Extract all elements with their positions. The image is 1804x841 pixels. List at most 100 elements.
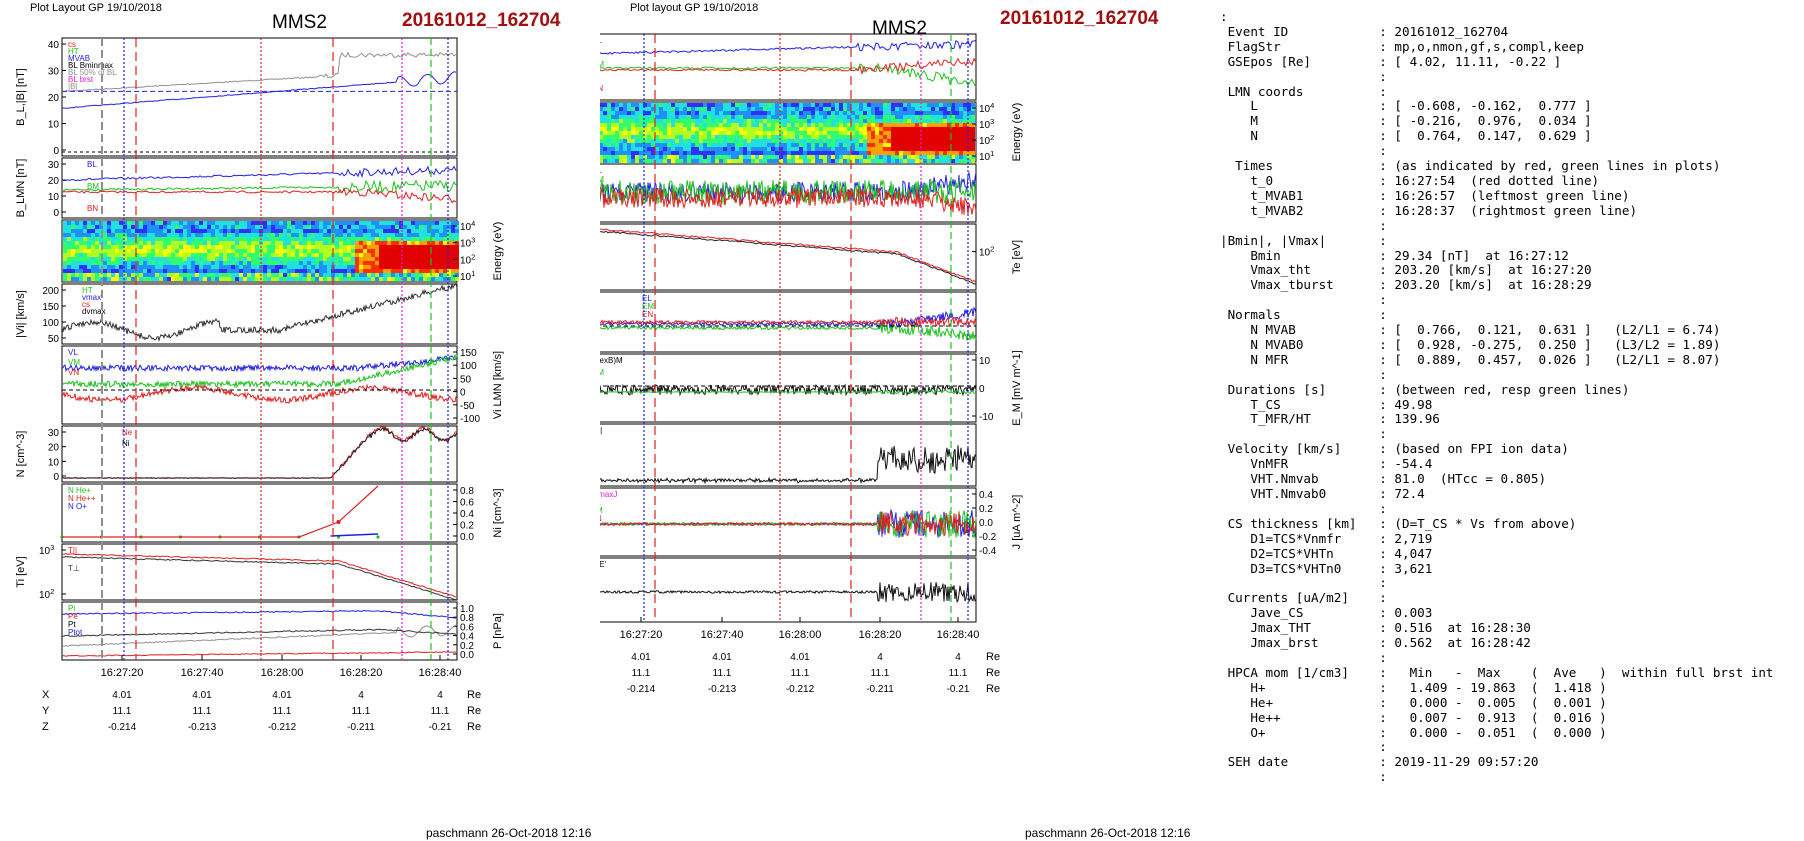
info-value: : 16:27:54 (red dotted line) xyxy=(1379,172,1600,188)
heatmap-cell xyxy=(615,115,619,119)
heatmap-cell xyxy=(179,265,183,269)
x-tick-label: 16:27:40 xyxy=(181,667,224,679)
heatmap-cell xyxy=(283,233,287,237)
heatmap-cell xyxy=(667,123,671,127)
heatmap-cell xyxy=(319,261,323,265)
tick-label: -0.4 xyxy=(979,546,997,557)
heatmap-cell xyxy=(907,139,911,143)
heatmap-cell xyxy=(939,147,943,151)
heatmap-cell xyxy=(439,265,443,269)
heatmap-cell xyxy=(439,253,443,257)
series-bl xyxy=(600,39,977,55)
heatmap-cell xyxy=(371,237,375,241)
heatmap-cell xyxy=(639,159,643,163)
heatmap-cell xyxy=(895,119,899,123)
heatmap-cell xyxy=(847,131,851,135)
heatmap-cell xyxy=(431,253,435,257)
heatmap-cell xyxy=(883,119,887,123)
heatmap-cell xyxy=(807,111,811,115)
heatmap-cell xyxy=(883,155,887,159)
ephem-unit: Re xyxy=(986,683,1000,695)
heatmap-cell xyxy=(439,237,443,241)
heatmap-cell xyxy=(911,123,915,127)
heatmap-cell xyxy=(867,123,871,127)
heatmap-cell xyxy=(183,265,187,269)
heatmap-cell xyxy=(639,147,643,151)
heatmap-cell xyxy=(603,103,607,107)
series-pe xyxy=(61,651,456,657)
heatmap-cell xyxy=(439,273,443,277)
ephem-unit: Re xyxy=(467,721,481,733)
heatmap-cell xyxy=(223,229,227,233)
heatmap-cell xyxy=(183,237,187,241)
heatmap-cell xyxy=(415,229,419,233)
heatmap-cell xyxy=(767,135,771,139)
legend-entry: J*E' xyxy=(600,560,606,569)
series-em xyxy=(600,320,977,341)
ephem-value: 11.1 xyxy=(713,668,732,679)
heatmap-cell xyxy=(919,139,923,143)
heatmap-cell xyxy=(863,119,867,123)
heatmap-cell xyxy=(435,229,439,233)
legend-entry: EN xyxy=(642,310,653,319)
heatmap-cell xyxy=(903,111,907,115)
heatmap-cell xyxy=(423,237,427,241)
heatmap-cell xyxy=(927,127,931,131)
heatmap-cell xyxy=(255,253,259,257)
heatmap-cell xyxy=(119,269,123,273)
heatmap-cell xyxy=(399,221,403,225)
heatmap-cell xyxy=(627,143,631,147)
heatmap-cell xyxy=(963,147,967,151)
heatmap-cell xyxy=(731,107,735,111)
heatmap-cell xyxy=(147,257,151,261)
heatmap-cell xyxy=(843,127,847,131)
heatmap-cell xyxy=(600,155,603,159)
heatmap-cell xyxy=(955,123,959,127)
info-key: T_CS xyxy=(1220,396,1380,412)
heatmap-cell xyxy=(779,139,783,143)
heatmap-cell xyxy=(255,237,259,241)
info-value: : 16:28:37 (rightmost green line) xyxy=(1379,202,1638,218)
heatmap-cell xyxy=(783,143,787,147)
heatmap-cell xyxy=(271,249,275,253)
info-key: Vmax_tburst xyxy=(1220,277,1380,293)
heatmap-cell xyxy=(291,265,295,269)
heatmap-cell xyxy=(247,273,251,277)
panel-8: 0.40.20.0-0.2-0.4J [uA m^-2]J maxJJLJMJN xyxy=(600,487,1023,557)
info-key: Jmax_brst xyxy=(1220,635,1380,651)
info-line: t_MVAB2 : 16:28:37 (rightmost green line… xyxy=(1220,202,1774,219)
heatmap-cell xyxy=(627,155,631,159)
heatmap-cell xyxy=(211,225,215,229)
heatmap-cell xyxy=(419,229,423,233)
heatmap-cell xyxy=(63,245,67,249)
heatmap-cell xyxy=(255,265,259,269)
heatmap-cell xyxy=(435,249,439,253)
heatmap-cell xyxy=(179,245,183,249)
heatmap-cell xyxy=(359,241,363,245)
info-value: : xyxy=(1379,739,1387,755)
heatmap-cell xyxy=(231,225,235,229)
heatmap-cell xyxy=(127,273,131,277)
heatmap-cell xyxy=(443,229,447,233)
heatmap-cell xyxy=(600,151,603,155)
heatmap-cell xyxy=(155,237,159,241)
heatmap-cell xyxy=(247,241,251,245)
info-value: : xyxy=(1379,769,1387,785)
heatmap-cell xyxy=(127,277,131,281)
heatmap-cell xyxy=(223,257,227,261)
heatmap-cell xyxy=(171,225,175,229)
heatmap-cell xyxy=(363,237,367,241)
heatmap-cell xyxy=(803,143,807,147)
heatmap-cell xyxy=(787,131,791,135)
heatmap-cell xyxy=(247,225,251,229)
tick-label: 0.0 xyxy=(979,518,993,529)
heatmap-cell xyxy=(63,269,67,273)
heatmap-cell xyxy=(251,233,255,237)
heatmap-cell xyxy=(351,245,355,249)
info-key: He+ xyxy=(1220,694,1380,710)
heatmap-cell xyxy=(851,159,855,163)
heatmap-cell xyxy=(691,127,695,131)
heatmap-cell xyxy=(615,155,619,159)
heatmap-cell xyxy=(455,273,459,277)
